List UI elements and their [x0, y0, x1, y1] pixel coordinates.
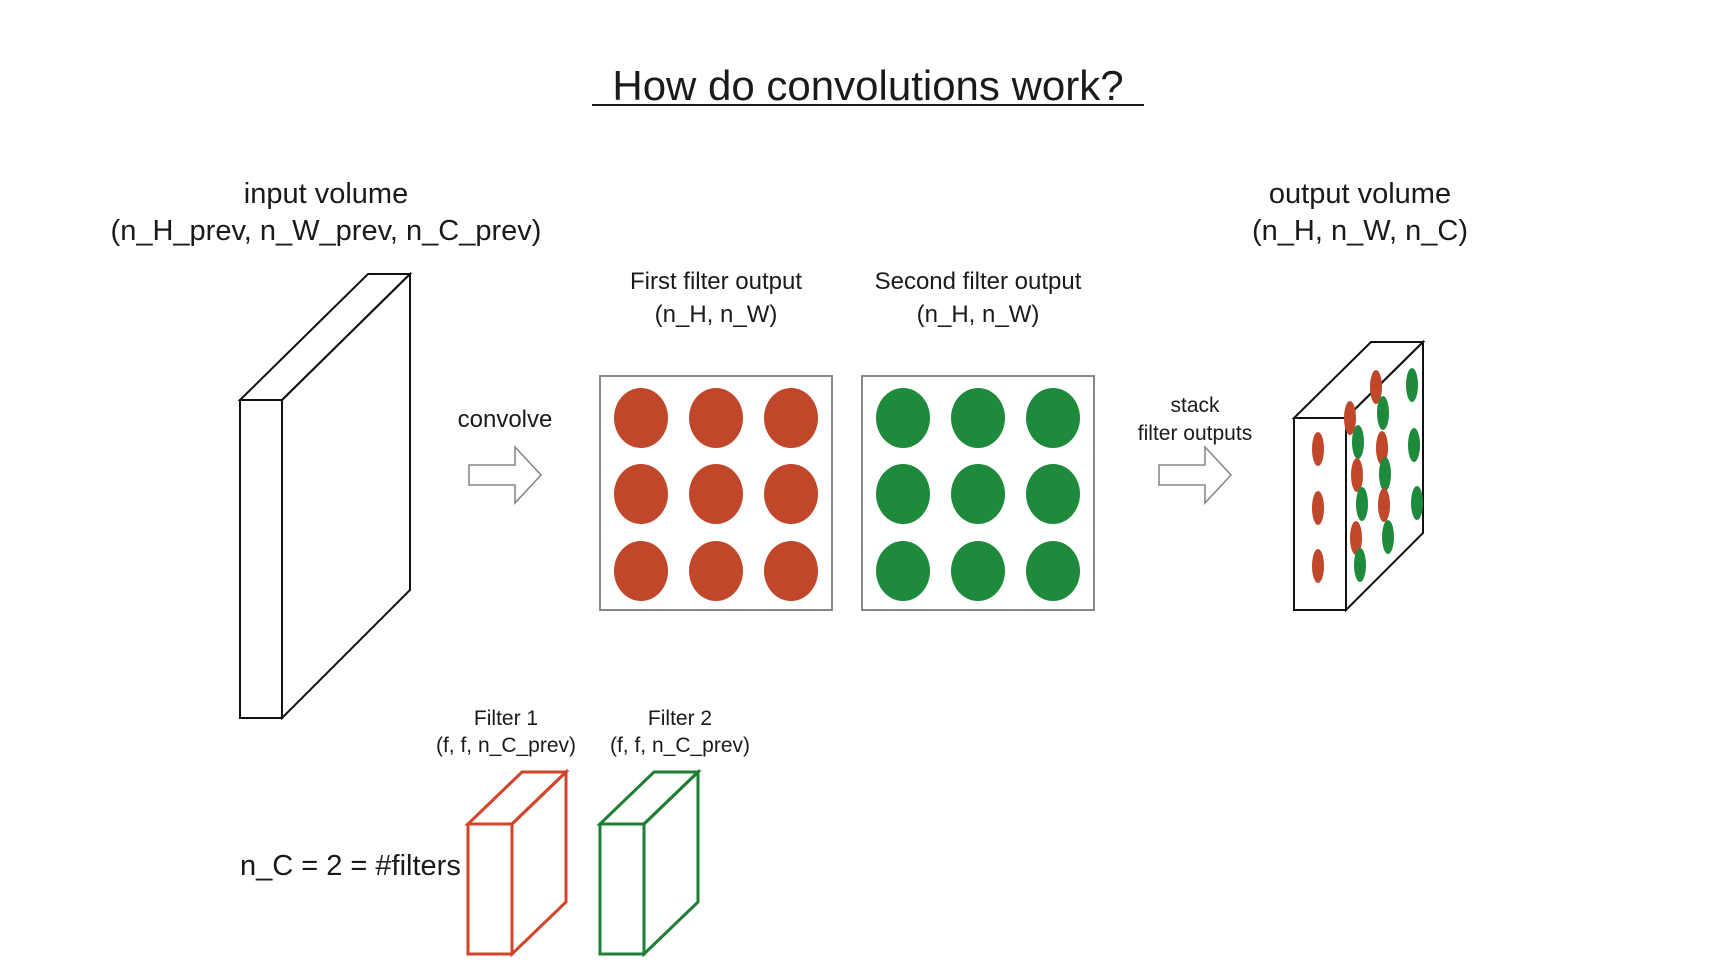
output-dot-17: [1411, 486, 1423, 520]
output-dot-14: [1350, 521, 1362, 555]
green-dot-2-0: [876, 541, 930, 601]
green-dot-1-1: [951, 464, 1005, 524]
output-dot-5: [1377, 396, 1389, 430]
output-dot-3: [1344, 401, 1356, 435]
page-title: How do convolutions work?: [612, 62, 1123, 109]
second-filter-output-label: Second filter output: [875, 268, 1082, 295]
first-filter-output-label: First filter output: [630, 268, 802, 295]
red-dot-2-1: [689, 541, 743, 601]
green-dot-1-2: [1026, 464, 1080, 524]
first-filter-output-grid: [614, 388, 818, 601]
green-dot-0-2: [1026, 388, 1080, 448]
input-volume-box: [237, 271, 413, 721]
output-volume-shape: (n_H, n_W, n_C): [1252, 215, 1468, 247]
output-dot-12: [1356, 487, 1368, 521]
filter-1-label: Filter 1: [474, 707, 538, 730]
n-c-note: n_C = 2 = #filters: [240, 850, 461, 882]
red-dot-1-2: [764, 464, 818, 524]
red-dot-0-1: [689, 388, 743, 448]
stack-arrow-icon: [1158, 444, 1233, 506]
output-dot-0: [1312, 432, 1324, 466]
output-dot-6: [1352, 425, 1364, 459]
second-filter-output-shape: (n_H, n_W): [917, 301, 1040, 328]
output-dot-13: [1378, 488, 1390, 522]
green-dot-2-2: [1026, 541, 1080, 601]
red-dot-1-0: [614, 464, 668, 524]
output-volume-dots: [1312, 368, 1423, 583]
second-filter-output-grid: [876, 388, 1080, 601]
filter-1-shape: (f, f, n_C_prev): [436, 734, 576, 757]
filter-1-box: [464, 768, 570, 958]
output-dot-16: [1382, 520, 1394, 554]
output-dot-4: [1370, 370, 1382, 404]
output-dot-10: [1406, 368, 1418, 402]
output-dot-9: [1379, 457, 1391, 491]
convolve-label: convolve: [458, 406, 553, 433]
input-volume-shape: (n_H_prev, n_W_prev, n_C_prev): [111, 215, 542, 247]
filter-2-box: [596, 768, 702, 958]
filter-2-label: Filter 2: [648, 707, 712, 730]
green-dot-2-1: [951, 541, 1005, 601]
red-dot-1-1: [689, 464, 743, 524]
output-dot-2: [1312, 549, 1324, 583]
first-filter-output-shape: (n_H, n_W): [655, 301, 778, 328]
red-dot-0-2: [764, 388, 818, 448]
green-dot-1-0: [876, 464, 930, 524]
filter-2-shape: (f, f, n_C_prev): [610, 734, 750, 757]
output-volume-label: output volume: [1269, 178, 1451, 210]
red-dot-0-0: [614, 388, 668, 448]
output-dot-15: [1354, 548, 1366, 582]
red-dot-2-0: [614, 541, 668, 601]
green-dot-0-1: [951, 388, 1005, 448]
output-dot-11: [1408, 428, 1420, 462]
green-dot-0-0: [876, 388, 930, 448]
stack-label-line1: stack: [1170, 394, 1220, 417]
red-dot-2-2: [764, 541, 818, 601]
stack-label-line2: filter outputs: [1138, 422, 1252, 445]
output-volume-box: [1291, 339, 1426, 613]
input-volume-label: input volume: [244, 178, 408, 210]
output-dot-1: [1312, 491, 1324, 525]
output-dot-7: [1376, 431, 1388, 465]
convolve-arrow-icon: [468, 444, 543, 506]
output-dot-8: [1351, 458, 1363, 492]
